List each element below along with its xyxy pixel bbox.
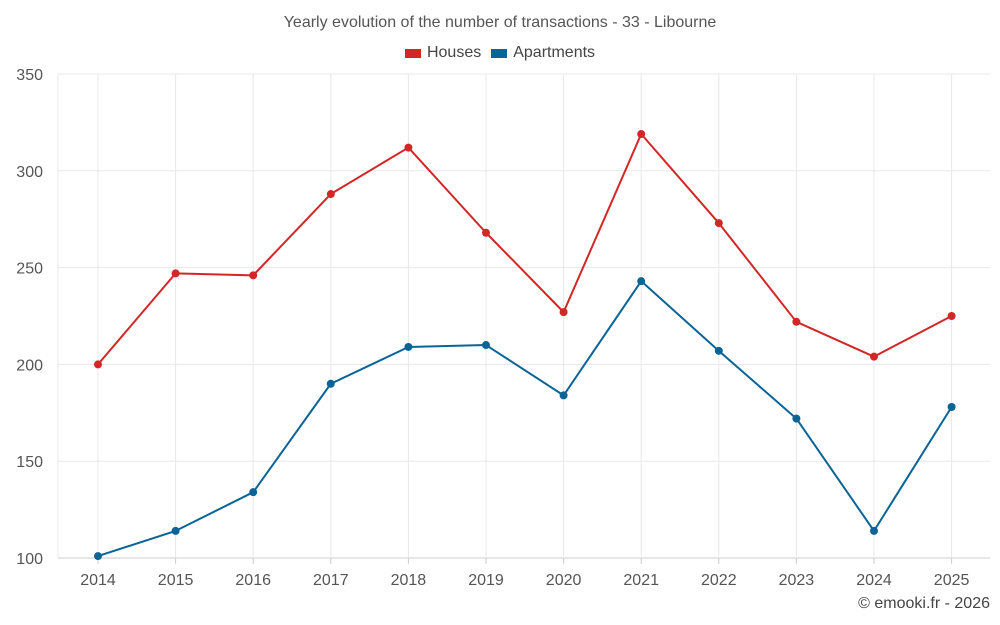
data-point-houses	[404, 143, 413, 152]
data-point-houses	[482, 228, 490, 237]
x-tick-label: 2016	[235, 572, 271, 589]
data-point-houses	[637, 130, 646, 139]
legend-swatch-apartments	[491, 48, 508, 58]
data-point-apartments	[94, 552, 102, 561]
x-tick-label: 2025	[934, 572, 970, 589]
legend-item-houses[interactable]: Houses	[404, 44, 482, 62]
data-point-houses	[171, 269, 180, 278]
x-tick-label: 2023	[779, 572, 815, 589]
data-point-apartments	[792, 414, 801, 423]
data-point-apartments	[171, 526, 180, 535]
x-tick-label: 2020	[546, 572, 582, 589]
data-point-apartments	[947, 402, 956, 411]
legend: Houses Apartments	[0, 44, 1000, 62]
data-point-apartments	[637, 277, 646, 286]
legend-item-apartments[interactable]: Apartments	[491, 44, 595, 62]
data-point-apartments	[249, 488, 258, 497]
y-tick-label: 350	[16, 67, 43, 84]
y-tick-label: 300	[16, 164, 43, 181]
y-tick-label: 100	[16, 551, 43, 568]
x-tick-label: 2015	[158, 572, 194, 589]
data-point-apartments	[870, 526, 878, 535]
data-point-apartments	[482, 341, 490, 350]
data-point-houses	[249, 271, 258, 280]
series-line-apartments	[97, 280, 953, 558]
data-point-houses	[714, 219, 723, 228]
data-point-apartments	[404, 342, 413, 351]
x-tick-label: 2024	[856, 572, 892, 589]
series-line-houses	[97, 133, 953, 366]
data-point-houses	[947, 312, 956, 320]
x-tick-label: 2017	[313, 572, 349, 589]
x-tick-label: 2021	[623, 572, 659, 589]
legend-swatch-houses	[404, 48, 421, 58]
copyright-credit: © emooki.fr - 2026	[858, 595, 990, 612]
x-tick-label: 2018	[391, 572, 427, 589]
x-tick-label: 2022	[701, 572, 737, 589]
chart-title: Yearly evolution of the number of transa…	[283, 14, 717, 31]
data-point-houses	[326, 190, 335, 199]
data-point-houses	[792, 317, 801, 326]
x-tick-label: 2014	[80, 572, 116, 589]
y-tick-label: 200	[16, 357, 43, 374]
data-point-apartments	[559, 391, 568, 400]
y-tick-label: 150	[16, 454, 43, 471]
data-point-apartments	[714, 346, 723, 355]
data-point-apartments	[326, 379, 335, 388]
legend-label-houses: Houses	[426, 44, 482, 61]
data-point-houses	[870, 352, 878, 361]
y-tick-label: 250	[16, 261, 43, 278]
legend-label-apartments: Apartments	[513, 44, 596, 61]
x-tick-label: 2019	[468, 572, 504, 589]
data-point-houses	[94, 360, 102, 369]
data-point-houses	[559, 308, 568, 317]
